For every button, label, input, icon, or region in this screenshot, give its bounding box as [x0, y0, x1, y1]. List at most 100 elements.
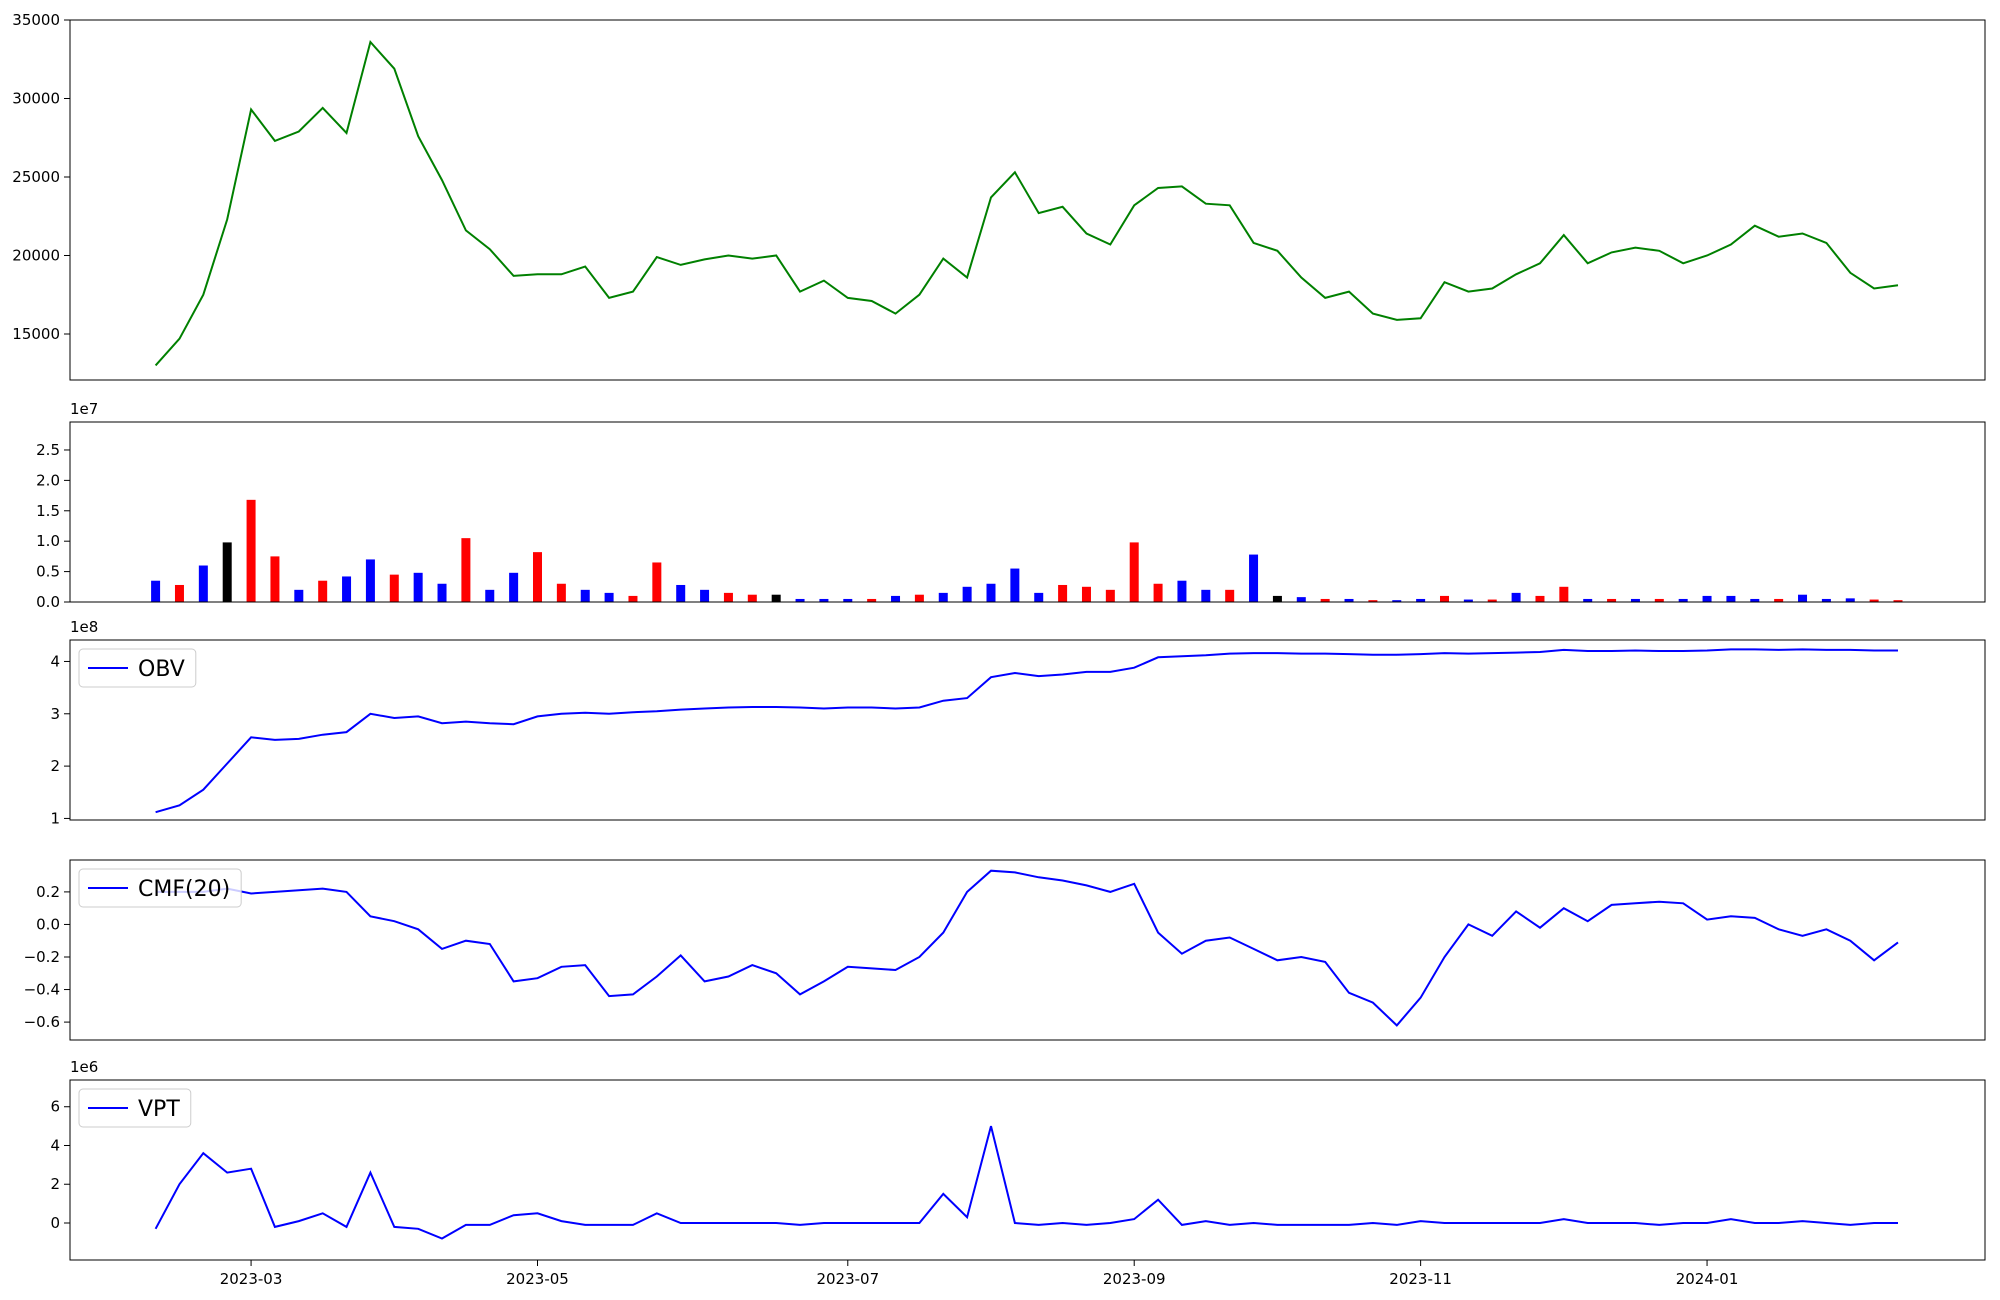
bar	[389, 574, 399, 602]
y-tick-label: 1	[50, 809, 60, 827]
bar	[1702, 595, 1712, 602]
bar	[962, 586, 972, 602]
bar	[1511, 592, 1521, 602]
bar	[1249, 554, 1259, 602]
y-tick-label: 35000	[12, 11, 60, 29]
y-tick-label: 0.0	[36, 593, 60, 611]
y-tick-label: 30000	[12, 89, 60, 107]
y-tick-label: 2.5	[36, 441, 60, 459]
bar	[652, 562, 662, 602]
bar	[986, 583, 996, 602]
bar	[771, 594, 781, 602]
y-tick-label: −0.4	[24, 981, 60, 999]
bar	[509, 572, 519, 602]
x-tick-label: 2023-11	[1389, 1270, 1452, 1288]
bar	[819, 598, 829, 602]
bar	[604, 592, 614, 602]
x-tick-label: 2024-01	[1676, 1270, 1739, 1288]
legend-box	[78, 868, 242, 908]
bar	[867, 598, 877, 602]
bar	[891, 595, 901, 602]
bar	[1798, 594, 1808, 602]
x-tick-label: 2023-07	[816, 1270, 879, 1288]
axes-frame	[69, 1079, 1986, 1261]
bar	[1869, 599, 1879, 602]
axes-frame	[69, 859, 1986, 1041]
bar	[1535, 595, 1545, 602]
legend-box	[78, 1088, 192, 1128]
bar	[1750, 598, 1760, 602]
x-tick-label: 2023-09	[1103, 1270, 1166, 1288]
legend: VPT	[78, 1088, 192, 1128]
bar	[1129, 542, 1139, 602]
bar	[1272, 595, 1282, 602]
y-tick-label: 0.2	[36, 883, 60, 901]
bar	[342, 576, 352, 602]
bar	[1392, 600, 1402, 602]
line	[155, 869, 1899, 1027]
y-tick-label: 20000	[12, 246, 60, 264]
bar	[1105, 589, 1115, 602]
y-tick-label: 0.0	[36, 915, 60, 933]
bar	[461, 538, 471, 602]
bar	[723, 592, 733, 602]
legend-label: OBV	[138, 657, 185, 682]
bar	[795, 598, 805, 602]
y-tick-label: 25000	[12, 168, 60, 186]
bar	[1034, 592, 1044, 602]
bar	[1845, 598, 1855, 602]
bar	[556, 583, 566, 602]
bar	[843, 598, 853, 602]
y-tick-label: 2	[50, 757, 60, 775]
axis-offset-label: 1e7	[70, 400, 98, 418]
bar	[485, 589, 495, 602]
y-tick-label: 1.0	[36, 532, 60, 550]
bar	[413, 572, 423, 602]
bar	[437, 583, 447, 602]
bar	[1344, 598, 1354, 602]
y-tick-label: 3	[50, 705, 60, 723]
y-tick-label: −0.2	[24, 948, 60, 966]
y-tick-label: 1.5	[36, 502, 60, 520]
axes-frame	[69, 639, 1986, 821]
legend-label: CMF(20)	[138, 877, 230, 902]
legend-label: VPT	[138, 1097, 180, 1122]
x-tick-label: 2023-05	[506, 1270, 569, 1288]
bar	[1081, 586, 1091, 602]
legend: OBV	[78, 648, 197, 688]
bar	[294, 589, 304, 602]
legend-box	[78, 648, 197, 688]
bar	[747, 594, 757, 602]
bar	[1583, 598, 1593, 602]
axis-offset-label: 1e8	[70, 618, 98, 636]
y-tick-label: 2.0	[36, 471, 60, 489]
bar	[174, 584, 184, 602]
y-tick-label: 15000	[12, 325, 60, 343]
bar	[1607, 598, 1617, 602]
y-tick-label: 4	[50, 1136, 60, 1154]
bar	[1487, 599, 1497, 602]
bar	[1416, 598, 1426, 602]
bar	[1463, 599, 1473, 602]
bar	[1368, 600, 1378, 602]
y-tick-label: 0.5	[36, 563, 60, 581]
axes-frame	[69, 19, 1986, 381]
bar	[676, 584, 686, 602]
y-tick-label: 4	[50, 652, 60, 670]
bar	[1630, 598, 1640, 602]
bar	[222, 542, 232, 602]
bar	[1821, 598, 1831, 602]
y-tick-label: 0	[50, 1214, 60, 1232]
axes-frame	[69, 421, 1986, 603]
bar	[365, 559, 375, 602]
bar	[151, 580, 161, 602]
bar	[1439, 595, 1449, 602]
y-tick-label: 2	[50, 1175, 60, 1193]
bar	[580, 589, 590, 602]
bar	[1225, 589, 1235, 602]
bar	[1893, 600, 1903, 602]
x-tick-label: 2023-03	[220, 1270, 283, 1288]
bar	[1296, 597, 1306, 602]
bar	[1774, 598, 1784, 602]
bar	[318, 580, 328, 602]
